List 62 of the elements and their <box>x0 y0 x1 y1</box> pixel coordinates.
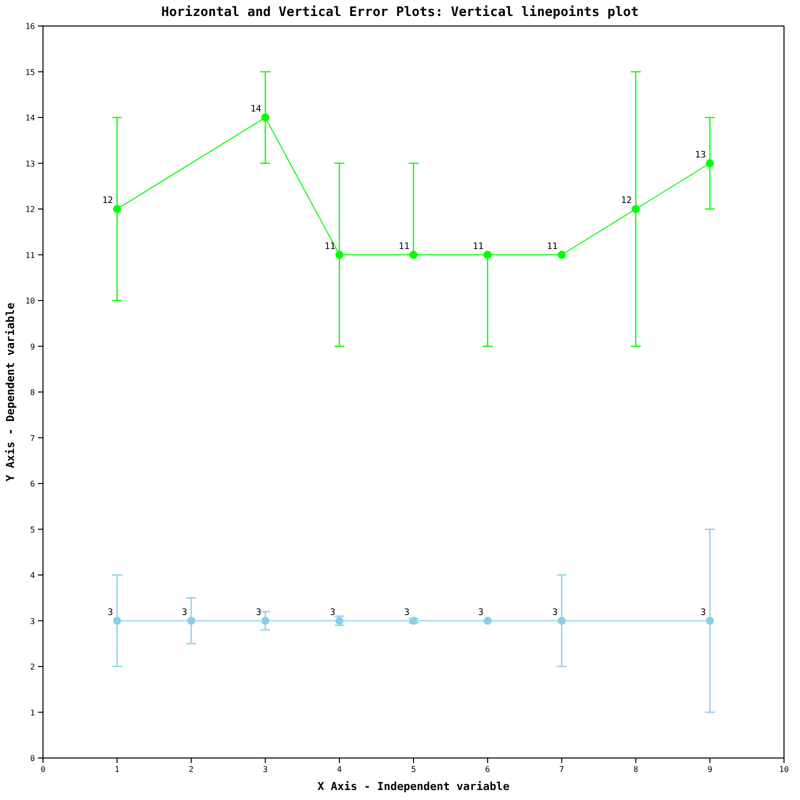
data-label: 3 <box>256 608 262 618</box>
point <box>706 616 714 625</box>
y-axis-title: Y Axis - Dependent variable <box>4 302 17 482</box>
data-label: 12 <box>620 196 632 206</box>
y-tick-label: 5 <box>30 525 36 534</box>
data-label: 3 <box>700 608 706 618</box>
data-label: 12 <box>102 196 114 206</box>
y-tick-label: 1 <box>30 708 36 718</box>
point <box>113 616 122 625</box>
x-tick-label: 0 <box>40 765 46 774</box>
y-tick-label: 0 <box>30 754 36 763</box>
x-tick-label: 6 <box>485 765 490 774</box>
data-label: 14 <box>250 104 262 114</box>
y-tick-label: 7 <box>30 434 36 443</box>
x-tick-label: 4 <box>336 765 342 774</box>
y-tick-label: 14 <box>25 114 36 122</box>
data-label: 3 <box>552 608 558 618</box>
x-tick-label: 8 <box>633 765 638 774</box>
data-label: 3 <box>478 608 484 618</box>
x-tick-label: 1 <box>114 765 120 774</box>
x-axis-title: X Axis - Independent variable <box>317 780 510 793</box>
y-tick-label: 11 <box>25 250 36 260</box>
point <box>484 250 492 259</box>
x-tick-label: 5 <box>411 765 416 774</box>
point <box>113 205 122 213</box>
point <box>261 616 270 625</box>
data-label: 3 <box>108 608 114 618</box>
data-label: 11 <box>546 242 558 252</box>
y-tick-label: 13 <box>25 159 36 168</box>
point <box>335 250 344 259</box>
data-label: 13 <box>695 150 706 160</box>
y-tick-label: 9 <box>30 342 36 352</box>
y-tick-label: 8 <box>30 388 36 397</box>
y-tick-label: 16 <box>25 22 36 31</box>
point <box>632 205 640 213</box>
data-label: 11 <box>398 242 410 252</box>
point <box>484 616 492 625</box>
y-tick-label: 4 <box>30 571 36 580</box>
y-tick-label: 12 <box>25 205 36 214</box>
chart-title: Horizontal and Vertical Error Plots: Vertical linepoints plot <box>161 5 639 20</box>
x-tick-label: 7 <box>559 765 564 774</box>
y-tick-label: 3 <box>30 616 36 626</box>
point <box>410 250 418 259</box>
y-tick-label: 6 <box>30 480 36 488</box>
data-label: 3 <box>182 608 188 618</box>
x-tick-label: 2 <box>188 765 194 774</box>
y-tick-label: 10 <box>25 296 36 306</box>
y-tick-label: 15 <box>25 68 36 77</box>
point <box>558 616 566 625</box>
point <box>410 616 418 625</box>
y-tick-label: 2 <box>30 662 36 672</box>
data-label: 3 <box>330 608 336 618</box>
x-tick-label: 3 <box>262 765 268 774</box>
point <box>706 159 714 168</box>
data-label: 11 <box>324 242 336 252</box>
data-label: 3 <box>404 608 410 618</box>
x-tick-label: 10 <box>779 765 789 774</box>
x-tick-label: 9 <box>707 765 712 774</box>
data-label: 11 <box>472 242 484 252</box>
point <box>187 616 196 625</box>
point <box>558 250 566 259</box>
point <box>261 114 270 122</box>
